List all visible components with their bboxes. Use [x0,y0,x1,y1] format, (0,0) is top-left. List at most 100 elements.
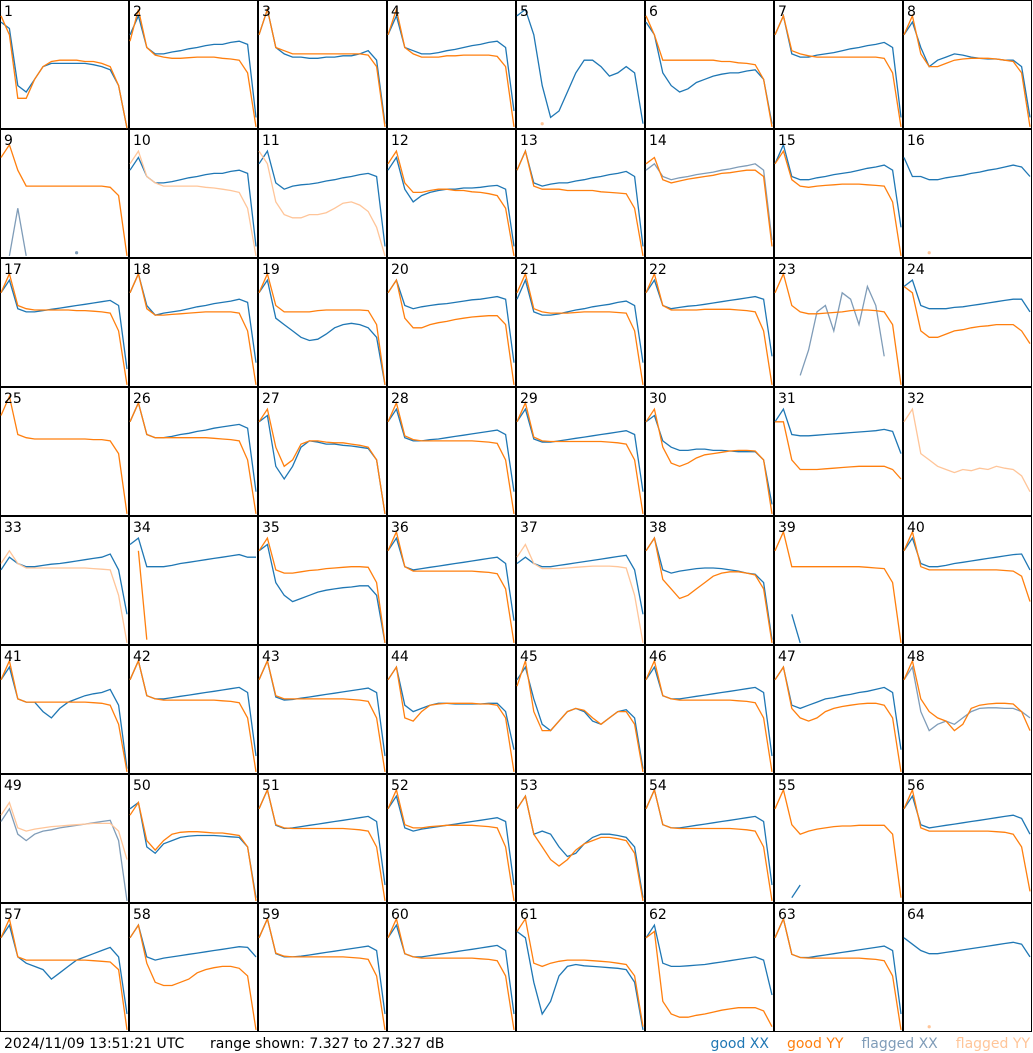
spectrum-line [258,916,386,1030]
panel-title: 31 [778,391,796,407]
panel-title: 5 [520,4,529,20]
spectrum-line [258,271,386,385]
panel-frame [0,258,129,387]
panel-title: 59 [262,907,280,923]
legend-entry: flagged YY [956,1036,1031,1052]
panel-title: 40 [907,520,925,536]
panel-frame [774,903,903,1032]
panel-title: 17 [4,262,22,278]
spectrum-line [258,149,386,247]
spectrum-line [387,278,515,385]
spectrum-line [387,407,515,492]
panel-title: 53 [520,778,538,794]
timestamp: 2024/11/09 13:51:21 UTC [4,1036,184,1052]
panel-title: 25 [4,391,22,407]
panel-frame [516,0,645,129]
spectrum-line [516,917,644,1027]
spectrum-line [903,407,1031,493]
panel-frame [645,516,774,645]
panel-title: 10 [133,133,151,149]
panel-frame [0,774,129,903]
panel-frame [774,774,903,903]
spectrum-line [0,21,128,129]
panel-frame [129,258,258,387]
spectrum-line [387,13,515,112]
spectrum-line [774,149,902,256]
spectrum-line [258,278,386,386]
spectrum-line [645,787,773,901]
panel-title: 34 [133,520,151,536]
panel-title: 4 [391,4,400,20]
panel-frame [903,645,1032,774]
panel-title: 42 [133,649,151,665]
panel-frame [0,0,129,129]
spectrum-line [903,937,1031,958]
spectrum-line [387,916,515,1030]
panel-frame [129,0,258,129]
panel-frame [903,0,1032,129]
panel-title: 39 [778,520,796,536]
spectrum-line [0,549,128,644]
panel-frame [129,387,258,516]
panel-frame [387,645,516,774]
spectrum-line [258,6,386,127]
spectrum-line [0,658,128,773]
spectrum-line [903,13,1031,127]
panel-title: 60 [391,907,409,923]
panel-title: 21 [520,262,538,278]
panel-title: 63 [778,907,796,923]
spectrum-line [516,794,644,898]
spectrum-line [791,884,801,899]
panel-title: 22 [649,262,667,278]
panel-frame [258,903,387,1032]
spectrum-line [0,143,128,256]
panel-title: 38 [649,520,667,536]
spectrum-line [129,271,257,363]
spectrum-line [903,285,1031,344]
spectrum-line [129,923,257,961]
panel-title: 41 [4,649,22,665]
spectrum-line [645,923,773,996]
panel-title: 43 [262,649,280,665]
spectrum-line [516,400,644,514]
panel-frame [774,129,903,258]
spectrum-line [387,6,515,127]
panel-title: 26 [133,391,151,407]
spectrum-line [645,536,773,643]
spectrum-line [903,787,1031,892]
panel-frame [516,387,645,516]
panel-frame [387,387,516,516]
spectrum-line [137,550,148,640]
spectrum-line [774,787,902,898]
spectrum-line [799,284,885,376]
spectrum-line [258,407,386,514]
panel-title: 13 [520,133,538,149]
panel-title: 28 [391,391,409,407]
panel-title: 12 [391,133,409,149]
spectrum-line [774,271,902,385]
panel-frame [0,516,129,645]
panel-frame [387,903,516,1032]
spectrum-line [645,15,773,128]
panel-frame [258,645,387,774]
panel-frame [129,645,258,774]
spectrum-point [540,122,544,126]
spectrum-line [903,665,1031,732]
panel-title: 52 [391,778,409,794]
spectrum-line [0,916,128,1030]
spectrum-line [516,149,644,257]
panel-title: 45 [520,649,538,665]
spectrum-line [0,923,128,1015]
spectrum-line [129,149,257,257]
panel-frame [903,903,1032,1032]
spectrum-line [387,149,515,257]
spectrum-line [387,529,515,643]
spectrum-line [645,414,773,505]
spectrum-line [387,787,515,901]
legend-entry: good YY [787,1036,844,1052]
panel-frame [129,774,258,903]
spectrum-line [0,801,128,860]
panel-title: 20 [391,262,409,278]
spectrum-line [516,271,644,385]
panel-title: 7 [778,4,787,20]
